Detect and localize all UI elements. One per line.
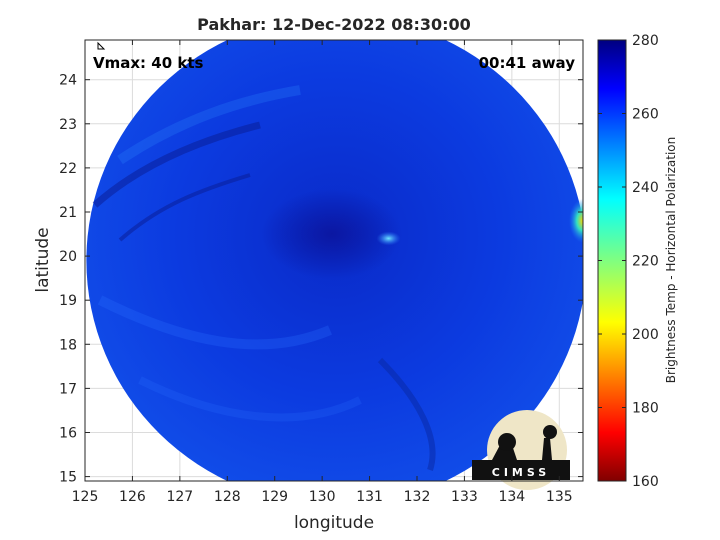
y-tick-label: 15	[59, 470, 77, 486]
colorbar-tick-label: 220	[632, 254, 659, 270]
colorbar-tick-label: 240	[632, 180, 659, 196]
y-tick-label: 24	[59, 73, 77, 89]
x-axis: 125 126 127 128 129 130 131 132 133 134 135	[72, 40, 573, 505]
y-tick-label: 20	[59, 249, 77, 265]
colorbar	[597, 39, 627, 482]
y-tick-label: 17	[59, 381, 77, 397]
cloud-band	[92, 121, 261, 208]
cold-core-region	[261, 189, 402, 280]
features	[261, 189, 583, 280]
light-band	[97, 295, 332, 350]
time-away-annotation: 00:41 away	[479, 54, 576, 72]
bright-spot-region	[376, 231, 401, 246]
cloud-band	[377, 357, 436, 471]
chart-title: Pakhar: 12-Dec-2022 08:30:00	[197, 15, 471, 34]
colorbar-tick-label: 260	[632, 107, 659, 123]
swath-texture	[92, 85, 436, 471]
x-tick-label: 133	[451, 489, 478, 505]
colorbar-tick-label: 160	[632, 474, 659, 490]
x-axis-label: longitude	[294, 513, 374, 533]
x-tick-label: 127	[166, 489, 193, 505]
logo-text: CIMSS	[492, 466, 550, 479]
x-tick-label: 126	[119, 489, 146, 505]
colorbar-label: Brightness Temp - Horizontal Polarizatio…	[664, 137, 678, 384]
vmax-annotation: Vmax: 40 kts	[93, 54, 203, 72]
corner-marker-icon	[97, 41, 106, 50]
light-band	[138, 376, 362, 422]
y-tick-label: 19	[59, 293, 77, 309]
y-tick-label: 23	[59, 117, 77, 133]
colorbar-ticks: 160 180 200 220 240 260 280	[598, 33, 659, 490]
cloud-band	[118, 173, 251, 242]
logo-dish	[498, 433, 516, 451]
x-tick-label: 132	[404, 489, 431, 505]
x-tick-label: 135	[546, 489, 573, 505]
x-tick-label: 129	[261, 489, 288, 505]
y-tick-label: 22	[59, 161, 77, 177]
logo-tower-top	[543, 425, 557, 439]
cimss-logo: CIMSS	[472, 410, 570, 490]
x-tick-label: 134	[498, 489, 525, 505]
warm-spot-region	[569, 198, 583, 243]
colorbar-tick-label: 200	[632, 327, 659, 343]
colorbar-tick-label: 180	[632, 401, 659, 417]
axes-frame	[84, 39, 584, 482]
y-axis-label: latitude	[33, 227, 53, 292]
y-tick-label: 21	[59, 205, 77, 221]
x-tick-label: 131	[356, 489, 383, 505]
y-axis: 15 16 17 18 19 20 21 22 23 24	[59, 73, 583, 486]
y-tick-label: 16	[59, 425, 77, 441]
logo-silhouette	[472, 438, 570, 480]
x-tick-label: 130	[309, 489, 336, 505]
x-tick-label: 125	[72, 489, 99, 505]
x-tick-label: 128	[214, 489, 241, 505]
colorbar-tick-label: 280	[632, 33, 659, 49]
light-band	[117, 85, 301, 165]
y-tick-label: 18	[59, 337, 77, 353]
